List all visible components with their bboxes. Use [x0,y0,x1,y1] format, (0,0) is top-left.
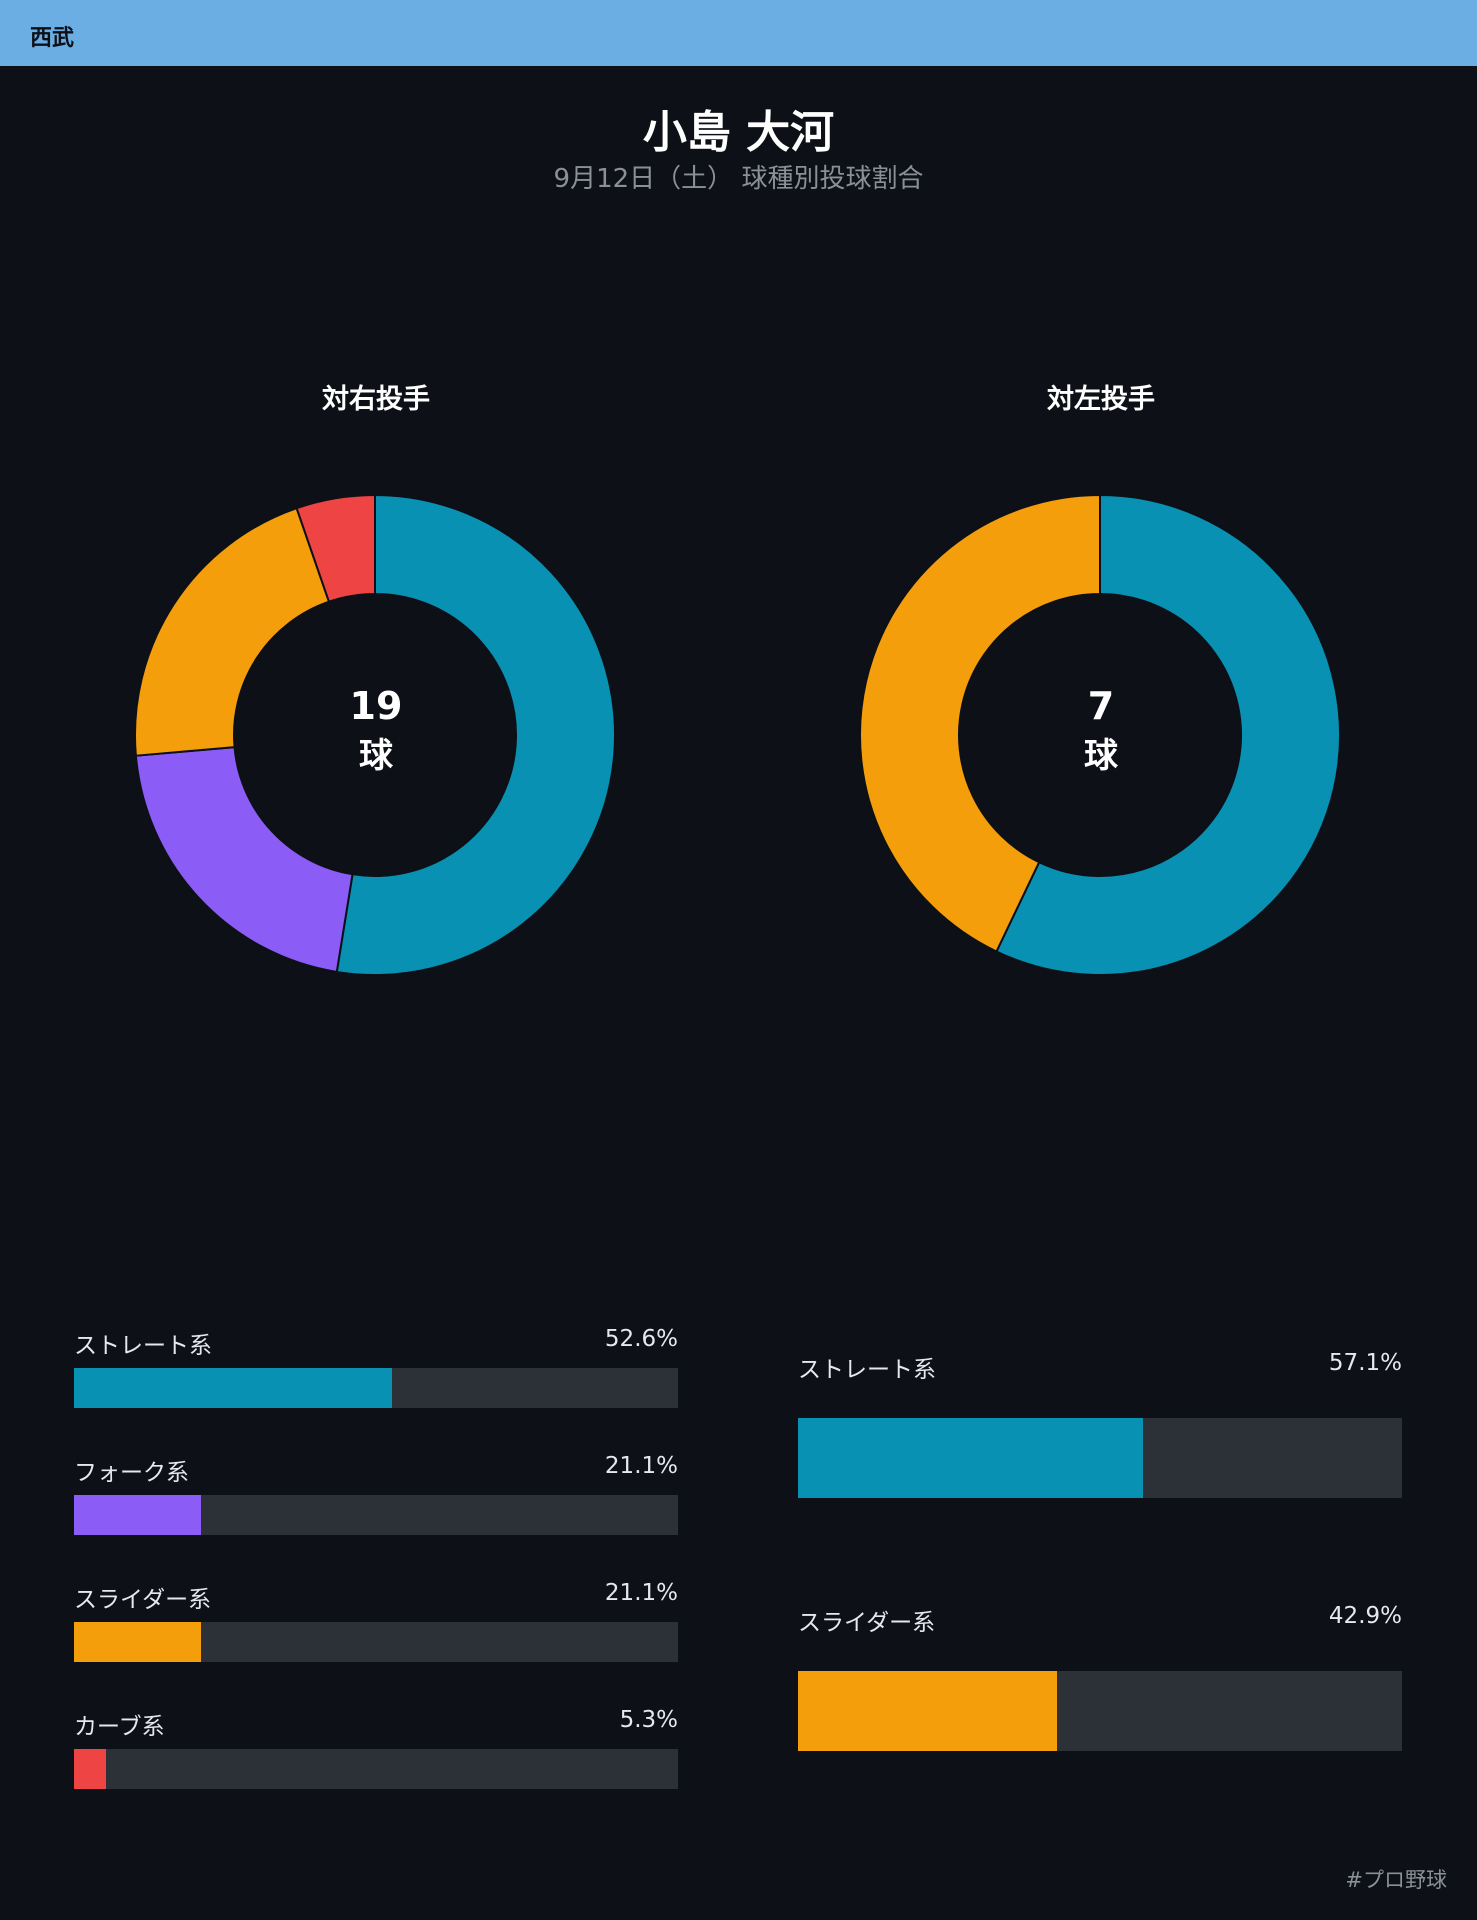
bar-fill [798,1671,1058,1751]
bar-value: 57.1% [1328,1350,1402,1376]
bar-row: ストレート系 57.1% [798,1350,1402,1498]
player-name: 小島 大河 [642,107,835,158]
pitch-count: 7 [1087,684,1115,728]
donut-chart-right-pitcher [134,493,616,976]
bar-label: スライダー系 [798,1610,936,1636]
bar-value: 42.9% [1328,1603,1402,1629]
bar-label: スライダー系 [74,1587,212,1613]
bar-label: ストレート系 [74,1333,212,1359]
donut-slice [335,493,616,976]
bar-row: ストレート系 52.6% [74,1326,678,1408]
bar-label: ストレート系 [798,1357,936,1383]
bar-track [798,1671,1402,1751]
donut-slice [295,493,376,604]
pitch-count: 19 [349,684,403,728]
bar-label: フォーク系 [74,1460,189,1486]
pitch-unit: 球 [1084,736,1118,776]
bar-fill [74,1495,202,1535]
bar-row: スライダー系 21.1% [74,1580,678,1662]
bar-row: スライダー系 42.9% [798,1603,1402,1751]
bar-track [74,1622,678,1662]
bar-label: カーブ系 [74,1714,165,1740]
bar-value: 21.1% [604,1580,678,1606]
bar-value: 21.1% [604,1453,678,1479]
donut-slice [134,506,331,757]
donut-center-left: 7 球 [1001,684,1201,777]
team-name: 西武 [30,26,75,51]
pitch-unit: 球 [359,736,393,776]
pitch-bars-right-pitcher: ストレート系 52.6% フォーク系 21.1% スライダー系 21.1% カーブ系 5.3% [74,1326,678,1789]
bar-value: 52.6% [604,1326,678,1352]
header-bar: 西武 [0,0,1477,66]
donut-slice [859,493,1101,953]
bar-track [74,1368,678,1408]
hashtag: #プロ野球 [1345,1868,1447,1892]
bar-track [798,1418,1402,1498]
bar-row: フォーク系 21.1% [74,1453,678,1535]
pitch-bars-left-pitcher: ストレート系 57.1% スライダー系 42.9% [798,1350,1402,1810]
bar-track [74,1749,678,1789]
bar-fill [798,1418,1143,1498]
donut-slice [134,746,354,974]
donut-slice [995,493,1341,976]
bar-fill [74,1749,106,1789]
bar-fill [74,1368,392,1408]
bar-track [74,1495,678,1535]
bar-fill [74,1622,202,1662]
donut-center-right: 19 球 [276,684,476,777]
panel-title-left-pitcher: 対左投手 [1047,384,1155,415]
donut-chart-left-pitcher [859,493,1341,976]
bar-row: カーブ系 5.3% [74,1707,678,1789]
panel-title-right-pitcher: 対右投手 [322,384,430,415]
chart-subtitle: 9月12日（土） 球種別投球割合 [553,164,924,194]
bar-value: 5.3% [619,1707,678,1733]
